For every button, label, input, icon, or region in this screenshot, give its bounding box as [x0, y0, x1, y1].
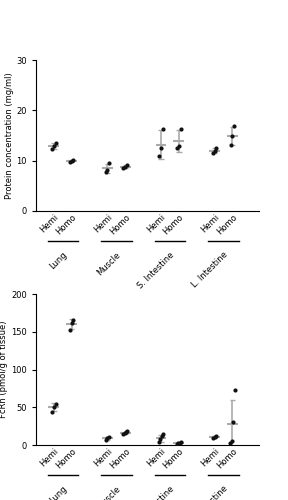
Point	[125, 428, 130, 436]
Point	[177, 438, 182, 446]
Point	[124, 428, 128, 436]
Point	[103, 168, 108, 175]
Point	[107, 432, 111, 440]
Point	[68, 326, 72, 334]
Point	[232, 122, 236, 130]
Text: S. Intestine: S. Intestine	[136, 484, 176, 500]
Point	[161, 430, 165, 438]
Point	[158, 435, 163, 443]
Point	[105, 434, 110, 442]
Point	[53, 400, 58, 408]
Point	[121, 430, 126, 438]
Point	[122, 429, 127, 437]
Point	[50, 408, 54, 416]
Point	[230, 437, 234, 445]
Point	[52, 142, 56, 150]
Point	[175, 144, 179, 152]
Point	[157, 438, 161, 446]
Point	[175, 440, 179, 448]
Text: Lung: Lung	[48, 250, 69, 271]
Y-axis label: Protein concentration (mg/ml): Protein concentration (mg/ml)	[5, 72, 14, 199]
Point	[68, 158, 72, 166]
Point	[105, 166, 110, 173]
Text: Muscle: Muscle	[96, 250, 123, 278]
Point	[53, 139, 58, 147]
Point	[212, 146, 217, 154]
Point	[232, 386, 237, 394]
Point	[159, 432, 164, 440]
Point	[69, 320, 74, 328]
Point	[121, 164, 126, 172]
Point	[211, 149, 215, 157]
Point	[123, 163, 128, 171]
Point	[159, 144, 163, 152]
Point	[231, 418, 235, 426]
Point	[71, 316, 76, 324]
Point	[214, 144, 219, 152]
Point	[69, 156, 74, 164]
Point	[50, 145, 54, 153]
Point	[230, 132, 235, 140]
Text: L. Intestine: L. Intestine	[190, 484, 230, 500]
Point	[157, 152, 162, 160]
Text: Muscle: Muscle	[96, 484, 123, 500]
Point	[212, 432, 217, 440]
Point	[71, 156, 76, 164]
Point	[103, 436, 108, 444]
Text: S. Intestine: S. Intestine	[136, 250, 176, 290]
Point	[228, 140, 233, 148]
Point	[176, 440, 181, 448]
Point	[179, 438, 183, 446]
Point	[52, 402, 56, 410]
Text: Lung: Lung	[48, 484, 69, 500]
Point	[160, 126, 165, 134]
Point	[214, 432, 219, 440]
Y-axis label: FcRn (pmol/g of tissue): FcRn (pmol/g of tissue)	[0, 321, 8, 418]
Point	[178, 125, 183, 133]
Point	[107, 159, 111, 167]
Text: L. Intestine: L. Intestine	[190, 250, 230, 290]
Point	[125, 161, 129, 169]
Point	[177, 142, 181, 150]
Point	[228, 438, 233, 446]
Point	[211, 434, 215, 442]
